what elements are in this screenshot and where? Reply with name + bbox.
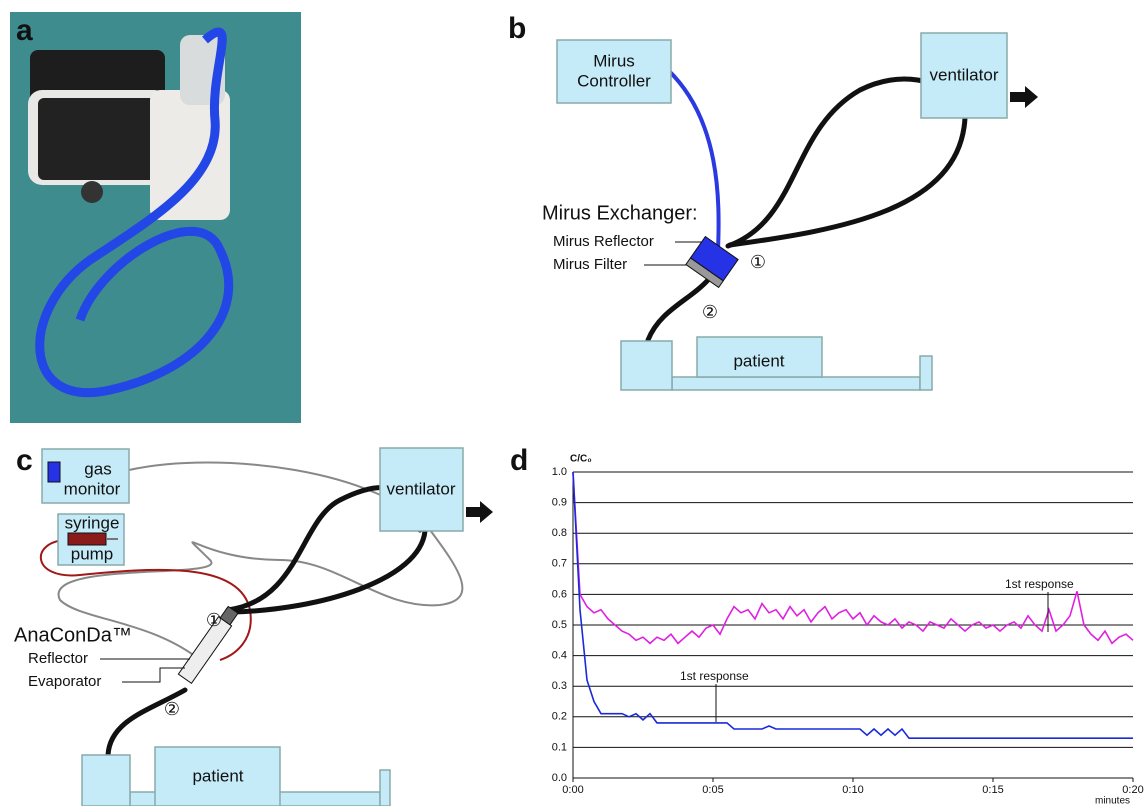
y-tick-label: 0.3: [552, 680, 567, 692]
panel-label: a: [16, 14, 33, 47]
reflector-label: Reflector: [28, 650, 88, 667]
ventilator-label: ventilator: [930, 65, 999, 84]
y-tick-label: 0.2: [552, 711, 567, 723]
y-tick-label: 0.7: [552, 558, 567, 570]
chart: 0.0 0.1 0.2 0.3 0.4 0.5 0.6 0.7 0.8 0.9 1.0 0:00 0:0…: [552, 466, 1144, 796]
marker: ①: [750, 252, 766, 272]
controller-label: Mirus: [593, 51, 635, 70]
syringe-pump-label: syringe: [65, 513, 120, 532]
controller-label: Controller: [577, 71, 651, 90]
x-tick-label: 0:15: [982, 784, 1003, 796]
marker: ②: [164, 699, 180, 719]
y-tick-label: 1.0: [552, 466, 567, 478]
y-tick-label: 0.5: [552, 619, 567, 631]
evaporator-label: Evaporator: [28, 673, 101, 690]
gas-monitor-label: monitor: [64, 479, 121, 498]
annotation: 1st response: [680, 669, 749, 683]
patient-label: patient: [733, 351, 784, 370]
y-axis-label: C/C₀: [570, 454, 592, 465]
x-tick-label: 0:10: [842, 784, 863, 796]
exchanger-title: Mirus Exchanger:: [542, 202, 698, 224]
panel-label: c: [16, 444, 33, 477]
x-tick-label: 0:20: [1122, 784, 1143, 796]
annotation: 1st response: [1005, 577, 1074, 591]
photo: [10, 12, 301, 423]
y-tick-label: 0.6: [552, 588, 567, 600]
panel-label: d: [510, 444, 528, 477]
arrow: [466, 501, 493, 523]
filter-label: Mirus Filter: [553, 256, 627, 273]
y-tick-label: 0.0: [552, 772, 567, 784]
arrow: [1010, 86, 1038, 108]
series-line: [573, 472, 1133, 643]
figure: a b Mirus Controller ventilator Mirus Ex…: [0, 0, 1146, 806]
x-tick-label: 0:05: [702, 784, 723, 796]
series-line: [573, 472, 1133, 738]
gas-monitor-label: gas: [84, 459, 111, 478]
y-tick-label: 0.1: [552, 741, 567, 753]
device-label: AnaConDa™: [14, 624, 132, 646]
y-tick-label: 0.9: [552, 497, 567, 509]
y-tick-label: 0.4: [552, 650, 567, 662]
ventilator-label: ventilator: [387, 479, 456, 498]
x-axis-label: minutes: [1095, 796, 1130, 806]
x-tick-label: 0:00: [562, 784, 583, 796]
reflector-label: Mirus Reflector: [553, 233, 654, 250]
patient-label: patient: [192, 766, 243, 785]
syringe-pump-label: pump: [71, 544, 114, 563]
marker: ①: [206, 610, 222, 630]
marker: ②: [702, 302, 718, 322]
panel-label: b: [508, 12, 526, 45]
y-tick-label: 0.8: [552, 527, 567, 539]
